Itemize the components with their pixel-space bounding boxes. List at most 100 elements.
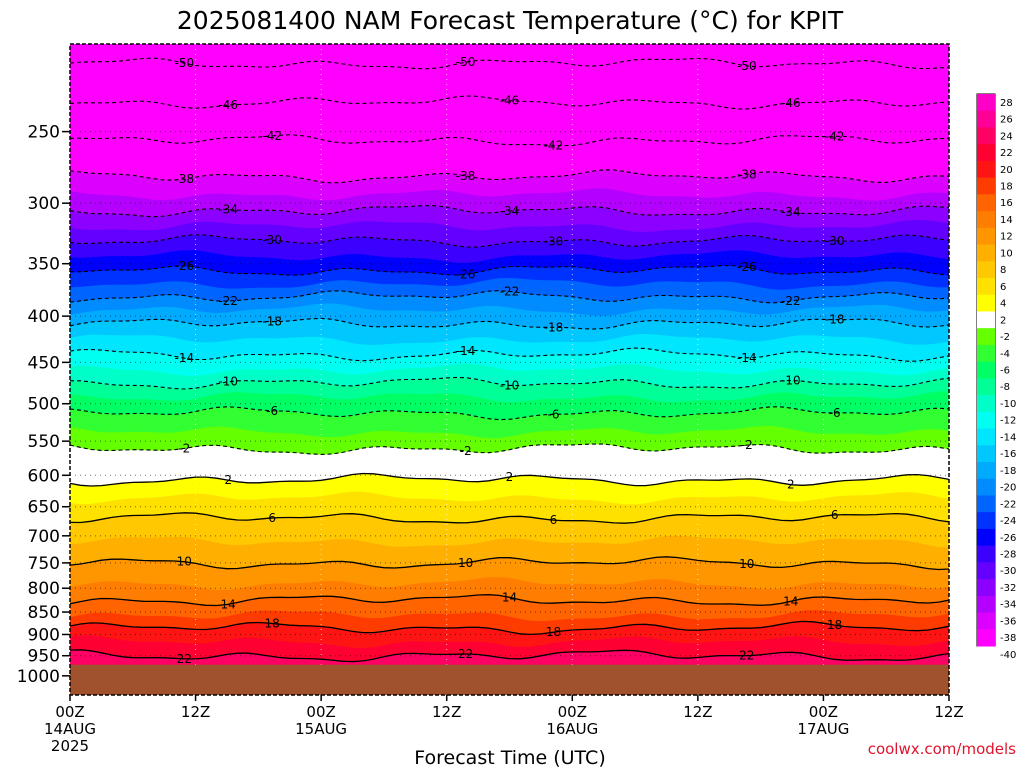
y-axis: 250 300 350 400 450 500 550 600 650 700 750 800 850 9… [17, 123, 70, 687]
colorbar-tick-label: -6 [1000, 366, 1010, 377]
colorbar-tick-label: -4 [1000, 349, 1010, 360]
contour-label: -6 [548, 407, 560, 421]
x-tick-label: 2025 [51, 737, 89, 755]
contour-label: 10 [177, 555, 192, 569]
contour-label: -42 [262, 129, 282, 143]
colorbar-swatch [977, 545, 995, 563]
colorbar-tick-label: 26 [1000, 115, 1013, 126]
chart-title: 2025081400 NAM Forecast Temperature (°C)… [177, 6, 844, 35]
colorbar-swatch [977, 294, 995, 312]
colorbar-tick-label: -18 [1000, 466, 1016, 477]
grid-lines [70, 44, 949, 695]
contour-label: -2 [741, 438, 753, 452]
colorbar-swatch [977, 311, 995, 329]
contour-label: -42 [544, 138, 564, 152]
contour-line [70, 512, 949, 524]
colorbar-tick-label: -32 [1000, 583, 1016, 594]
colorbar-swatch [977, 495, 995, 513]
y-tick-label: 600 [28, 466, 60, 486]
colorbar-swatch [977, 378, 995, 396]
contour-line [70, 376, 949, 390]
colorbar-tick-label: 14 [1000, 215, 1013, 226]
contour-label: -50 [174, 56, 194, 70]
y-tick-label: 750 [28, 554, 60, 574]
colorbar-tick-label: 2 [1000, 315, 1006, 326]
x-tick-label: 16AUG [546, 720, 598, 738]
x-tick-label: 00Z [55, 703, 84, 721]
contour-label: -14 [174, 351, 194, 365]
colorbar-tick-label: 10 [1000, 248, 1013, 259]
contour-line [70, 264, 949, 276]
colorbar-swatch [977, 428, 995, 446]
contour-label: 14 [502, 590, 517, 604]
colorbar-swatch [977, 144, 995, 162]
x-tick-label: 12Z [432, 703, 461, 721]
colorbar-swatch [977, 278, 995, 296]
colorbar-swatch [977, 110, 995, 128]
credit-text: coolwx.com/models [868, 740, 1016, 758]
colorbar-swatch [977, 528, 995, 547]
colorbar-tick-label: 16 [1000, 198, 1013, 209]
colorbar-tick-label: -34 [1000, 600, 1016, 611]
contour-line [70, 406, 949, 421]
contour-label: -26 [737, 260, 757, 274]
y-tick-label: 450 [28, 353, 60, 373]
colorbar-swatch [977, 127, 995, 145]
ground-layer [70, 664, 949, 695]
colorbar-swatch [977, 629, 995, 647]
contour-line [70, 649, 949, 663]
colorbar-swatch [977, 194, 995, 212]
colorbar-swatch [977, 361, 995, 379]
colorbar-tick-label: -14 [1000, 432, 1016, 443]
y-tick-label: 400 [28, 307, 60, 327]
plot-area [70, 44, 949, 695]
contour-label: -2 [178, 441, 190, 455]
contour-label: -46 [218, 98, 238, 112]
y-tick-label: 950 [28, 647, 60, 667]
contour-line [70, 556, 949, 571]
x-tick-label: 17AUG [797, 720, 849, 738]
contour-label: -18 [544, 320, 564, 334]
contour-lines [70, 57, 949, 663]
x-axis-label: Forecast Time (UTC) [414, 747, 605, 768]
contour-label: -34 [781, 205, 801, 219]
contour-label: -6 [266, 404, 278, 418]
colorbar-tick-label: 28 [1000, 98, 1013, 109]
contour-label: 18 [546, 625, 561, 639]
contour-line [70, 347, 949, 362]
contour-label: -34 [500, 204, 520, 218]
colorbar-swatch [977, 579, 995, 597]
contour-label: -30 [825, 234, 845, 248]
contour-labels: -50 -50 -50 -46 -46 -46 -42 -42 -42 -38 -38 -38 -34 -… [174, 55, 844, 666]
colorbar-swatch [977, 227, 995, 246]
colorbar-swatch [977, 244, 995, 262]
x-tick-label: 00Z [558, 703, 587, 721]
contour-label: -42 [825, 129, 845, 143]
contour-label: -50 [456, 55, 476, 69]
x-tick-label: 14AUG [44, 720, 96, 738]
colorbar-tick-label: -22 [1000, 499, 1016, 510]
contour-label: -14 [737, 351, 757, 365]
contour-label: -30 [262, 233, 282, 247]
colorbar-swatch [977, 612, 995, 630]
contour-line [70, 472, 949, 487]
colorbar-tick-label: -28 [1000, 550, 1016, 561]
contour-label: -10 [781, 373, 801, 387]
contour-line [70, 57, 949, 70]
colorbar-swatch [977, 177, 995, 195]
contour-label: 6 [831, 508, 839, 522]
colorbar-swatch [977, 261, 995, 279]
colorbar-tick-label: -30 [1000, 566, 1016, 577]
colorbar-tick-label: -8 [1000, 382, 1010, 393]
contour-label: 22 [458, 647, 473, 661]
contour-label: -34 [218, 203, 238, 217]
contour-label: -30 [544, 234, 564, 248]
y-tick-label: 300 [28, 194, 60, 214]
contour-label: -26 [174, 259, 194, 273]
colorbar-swatch [977, 512, 995, 530]
contour-label: -38 [456, 169, 476, 183]
colorbar-tick-label: 12 [1000, 232, 1013, 243]
contour-label: -22 [218, 294, 238, 308]
